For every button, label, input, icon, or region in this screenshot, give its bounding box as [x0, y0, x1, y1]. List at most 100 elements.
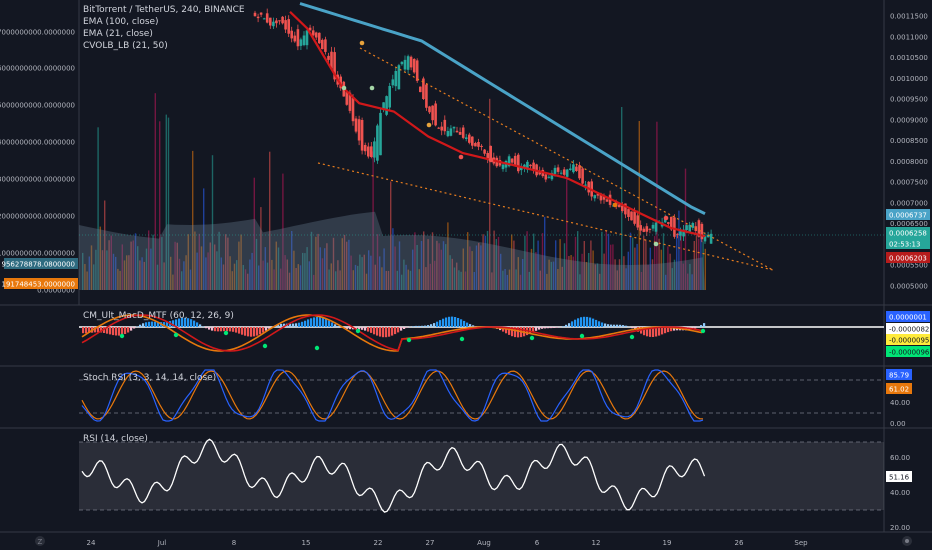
volume-bar	[478, 242, 480, 290]
trendline-upper	[359, 47, 774, 271]
settings-gear-icon[interactable]	[902, 536, 912, 546]
volume-bar	[412, 249, 414, 290]
volume-bar	[704, 248, 706, 290]
candle-body	[676, 233, 679, 235]
macd-histogram-bar	[334, 324, 337, 327]
candle-body	[400, 61, 404, 65]
volume-bar	[594, 264, 596, 290]
candle-body	[275, 20, 278, 24]
candle-body	[636, 215, 639, 228]
volume-bar	[614, 259, 616, 290]
signal-dot	[663, 215, 669, 221]
signal-dots	[341, 40, 669, 247]
macd-histogram-bar	[631, 327, 634, 329]
volume-bar	[306, 247, 308, 290]
rsi-axis: 60.00 40.00 20.00 51.16	[886, 454, 912, 532]
macd-histogram-bar	[667, 327, 670, 333]
volume-bar	[95, 249, 97, 290]
volume-bar	[260, 207, 262, 290]
macd-histogram-bar	[112, 327, 115, 336]
timezone-icon[interactable]: Z	[35, 536, 45, 546]
volume-axis[interactable]: 7000000000.0000000 6000000000.0000000 5000…	[0, 29, 78, 295]
rsi-band-background	[79, 442, 884, 510]
volume-bar	[555, 240, 557, 290]
volume-bar	[161, 237, 163, 290]
volume-bar	[225, 234, 227, 290]
rsi-pane[interactable]: RSI (14, close)	[79, 434, 884, 513]
macd-histogram-bar	[217, 327, 220, 332]
volume-value-tag	[4, 278, 78, 289]
candle-body	[330, 51, 333, 69]
candle-body	[474, 143, 477, 147]
macd-histogram-bar	[454, 317, 457, 327]
volume-tick-label: 7000000000.0000000	[0, 29, 75, 37]
volume-bar	[253, 177, 255, 290]
macd-histogram-bar	[124, 327, 127, 334]
volume-bar	[293, 250, 295, 290]
volume-bar	[656, 121, 658, 290]
price-axis[interactable]: 0.0011500 0.0011000 0.0010500 0.0010000 0.00…	[886, 13, 930, 291]
volume-bar	[634, 247, 636, 290]
macd-pane[interactable]: CM_Ult_MacD_MTF (60, 12, 26, 9)	[79, 311, 884, 352]
volume-bar	[205, 257, 207, 290]
candle-body	[314, 32, 318, 38]
volume-bar	[392, 228, 394, 290]
macd-histogram-bar	[88, 327, 91, 333]
macd-histogram-bar	[595, 319, 598, 327]
candle-body	[419, 86, 422, 93]
candle-body	[415, 60, 419, 81]
volume-bar	[139, 260, 141, 290]
macd-histogram-bar	[232, 327, 235, 332]
signal-dot	[612, 202, 618, 208]
time-tick-label: Aug	[477, 539, 491, 547]
stoch-rsi-pane[interactable]: Stoch RSI (3, 3, 14, 14, close)	[79, 369, 884, 422]
candle-body	[648, 228, 652, 230]
svg-text:Z: Z	[38, 538, 43, 546]
volume-bar	[662, 233, 665, 290]
macd-cross-dot	[355, 328, 361, 334]
time-axis[interactable]: 24 Jul 8 15 22 27 Aug 6 12 19 26 Sep	[87, 539, 809, 547]
candle-body	[449, 128, 453, 136]
volume-bar	[440, 249, 442, 290]
volume-bar	[203, 188, 205, 290]
volume-bar	[247, 273, 249, 290]
candle-body	[575, 166, 578, 171]
volume-bar	[244, 269, 247, 290]
macd-histogram-bar	[460, 319, 463, 327]
candle-body	[324, 39, 327, 52]
candle-body	[406, 56, 410, 70]
macd-histogram-bar	[265, 327, 268, 331]
candle-body	[363, 145, 367, 152]
volume-bar	[357, 265, 359, 290]
candle-body	[679, 231, 682, 236]
volume-bar	[141, 257, 143, 290]
macd-histogram-bar	[358, 327, 361, 330]
macd-cross-dot	[262, 343, 268, 349]
macd-value-tag	[886, 334, 930, 345]
macd-histogram-bar	[532, 327, 535, 333]
volume-bar	[90, 245, 93, 290]
candle-body	[321, 39, 324, 50]
macd-histogram-bar	[541, 327, 544, 329]
volume-bar	[577, 231, 579, 290]
macd-histogram-bar	[115, 327, 118, 336]
volume-bar	[128, 255, 130, 290]
volume-bars	[82, 93, 706, 290]
candle-body	[544, 174, 548, 180]
rsi-tick-label: 20.00	[890, 524, 910, 532]
volume-bar	[304, 253, 306, 290]
volume-bar	[332, 237, 335, 290]
volume-bar	[418, 269, 420, 290]
macd-histogram-bar	[589, 317, 592, 327]
volume-bar	[473, 272, 475, 290]
macd-histogram-bar	[604, 323, 607, 327]
candle-body	[691, 223, 695, 228]
volume-bar	[559, 239, 561, 290]
volume-bar	[561, 266, 563, 290]
volume-tick-label: 0.0000000	[37, 287, 75, 295]
volume-bar	[504, 269, 506, 290]
candle-body	[333, 52, 336, 80]
main-price-pane[interactable]	[79, 2, 884, 291]
candle-body	[526, 161, 529, 170]
stoch-value-tag	[886, 383, 912, 394]
